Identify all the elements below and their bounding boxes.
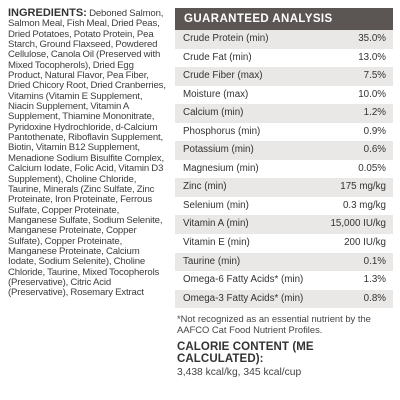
- nutrient-name: Vitamin E (min): [183, 237, 250, 249]
- analysis-row: Omega-6 Fatty Acids* (min) 1.3%: [175, 271, 393, 290]
- nutrient-value: 13.0%: [358, 51, 386, 63]
- nutrient-name: Selenium (min): [183, 199, 249, 211]
- nutrient-value: 15,000 IU/kg: [330, 218, 386, 230]
- nutrient-name: Moisture (max): [183, 88, 249, 100]
- nutrient-value: 0.1%: [363, 255, 386, 267]
- nutrient-value: 1.3%: [363, 274, 386, 286]
- nutrient-value: 10.0%: [358, 88, 386, 100]
- analysis-row: Omega-3 Fatty Acids* (min) 0.8%: [175, 289, 393, 309]
- analysis-row: Zinc (min) 175 mg/kg: [175, 178, 393, 197]
- nutrient-value: 7.5%: [363, 70, 386, 82]
- calorie-content-value: 3,438 kcal/kg, 345 kcal/cup: [177, 366, 302, 378]
- analysis-footnote: *Not recognized as an essential nutrient…: [177, 313, 371, 336]
- nutrient-name: Taurine (min): [183, 255, 241, 267]
- ingredients-text: Deboned Salmon, Salmon Meal, Fish Meal, …: [8, 8, 166, 299]
- analysis-row: Magnesium (min) 0.05%: [175, 160, 393, 179]
- analysis-row: Phosphorus (min) 0.9%: [175, 123, 393, 142]
- nutrient-value: 0.3 mg/kg: [342, 199, 386, 211]
- nutrient-value: 0.9%: [363, 125, 386, 137]
- analysis-row: Vitamin E (min) 200 IU/kg: [175, 234, 393, 253]
- guaranteed-analysis-panel: GUARANTEED ANALYSIS Crude Protein (min) 3…: [175, 8, 393, 378]
- nutrient-name: Omega-6 Fatty Acids* (min): [183, 274, 304, 286]
- analysis-row: Crude Protein (min) 35.0%: [175, 30, 393, 49]
- nutrient-name: Zinc (min): [183, 181, 227, 193]
- ingredients-block: INGREDIENTS: Deboned Salmon, Salmon Meal…: [8, 8, 166, 299]
- analysis-row: Moisture (max) 10.0%: [175, 86, 393, 105]
- nutrient-value: 0.05%: [358, 162, 386, 174]
- nutrient-name: Phosphorus (min): [183, 125, 261, 137]
- nutrient-value: 35.0%: [358, 33, 386, 44]
- analysis-row: Calcium (min) 1.2%: [175, 104, 393, 123]
- nutrient-name: Omega-3 Fatty Acids* (min): [183, 292, 304, 304]
- nutrient-name: Magnesium (min): [183, 162, 259, 174]
- ingredients-label: INGREDIENTS:: [8, 7, 87, 19]
- nutrient-value: 200 IU/kg: [344, 237, 386, 249]
- nutrient-name: Calcium (min): [183, 107, 244, 119]
- nutrient-name: Crude Protein (min): [183, 33, 269, 44]
- nutrient-value: 1.2%: [363, 107, 386, 119]
- analysis-row: Potassium (min) 0.6%: [175, 141, 393, 160]
- analysis-row: Vitamin A (min) 15,000 IU/kg: [175, 215, 393, 235]
- nutrient-name: Crude Fat (min): [183, 51, 252, 63]
- nutrient-value: 175 mg/kg: [340, 181, 386, 193]
- analysis-row: Selenium (min) 0.3 mg/kg: [175, 197, 393, 216]
- calorie-content-title: CALORIE CONTENT (ME CALCULATED):: [177, 340, 314, 365]
- nutrient-value: 0.6%: [363, 144, 386, 156]
- nutrient-name: Vitamin A (min): [183, 218, 249, 230]
- nutrient-value: 0.8%: [363, 292, 386, 304]
- guaranteed-analysis-title: GUARANTEED ANALYSIS: [175, 8, 393, 30]
- analysis-row: Crude Fiber (max) 7.5%: [175, 67, 393, 86]
- nutrient-name: Crude Fiber (max): [183, 70, 263, 82]
- analysis-row: Taurine (min) 0.1%: [175, 252, 393, 272]
- nutrient-name: Potassium (min): [183, 144, 254, 156]
- analysis-row: Crude Fat (min) 13.0%: [175, 49, 393, 68]
